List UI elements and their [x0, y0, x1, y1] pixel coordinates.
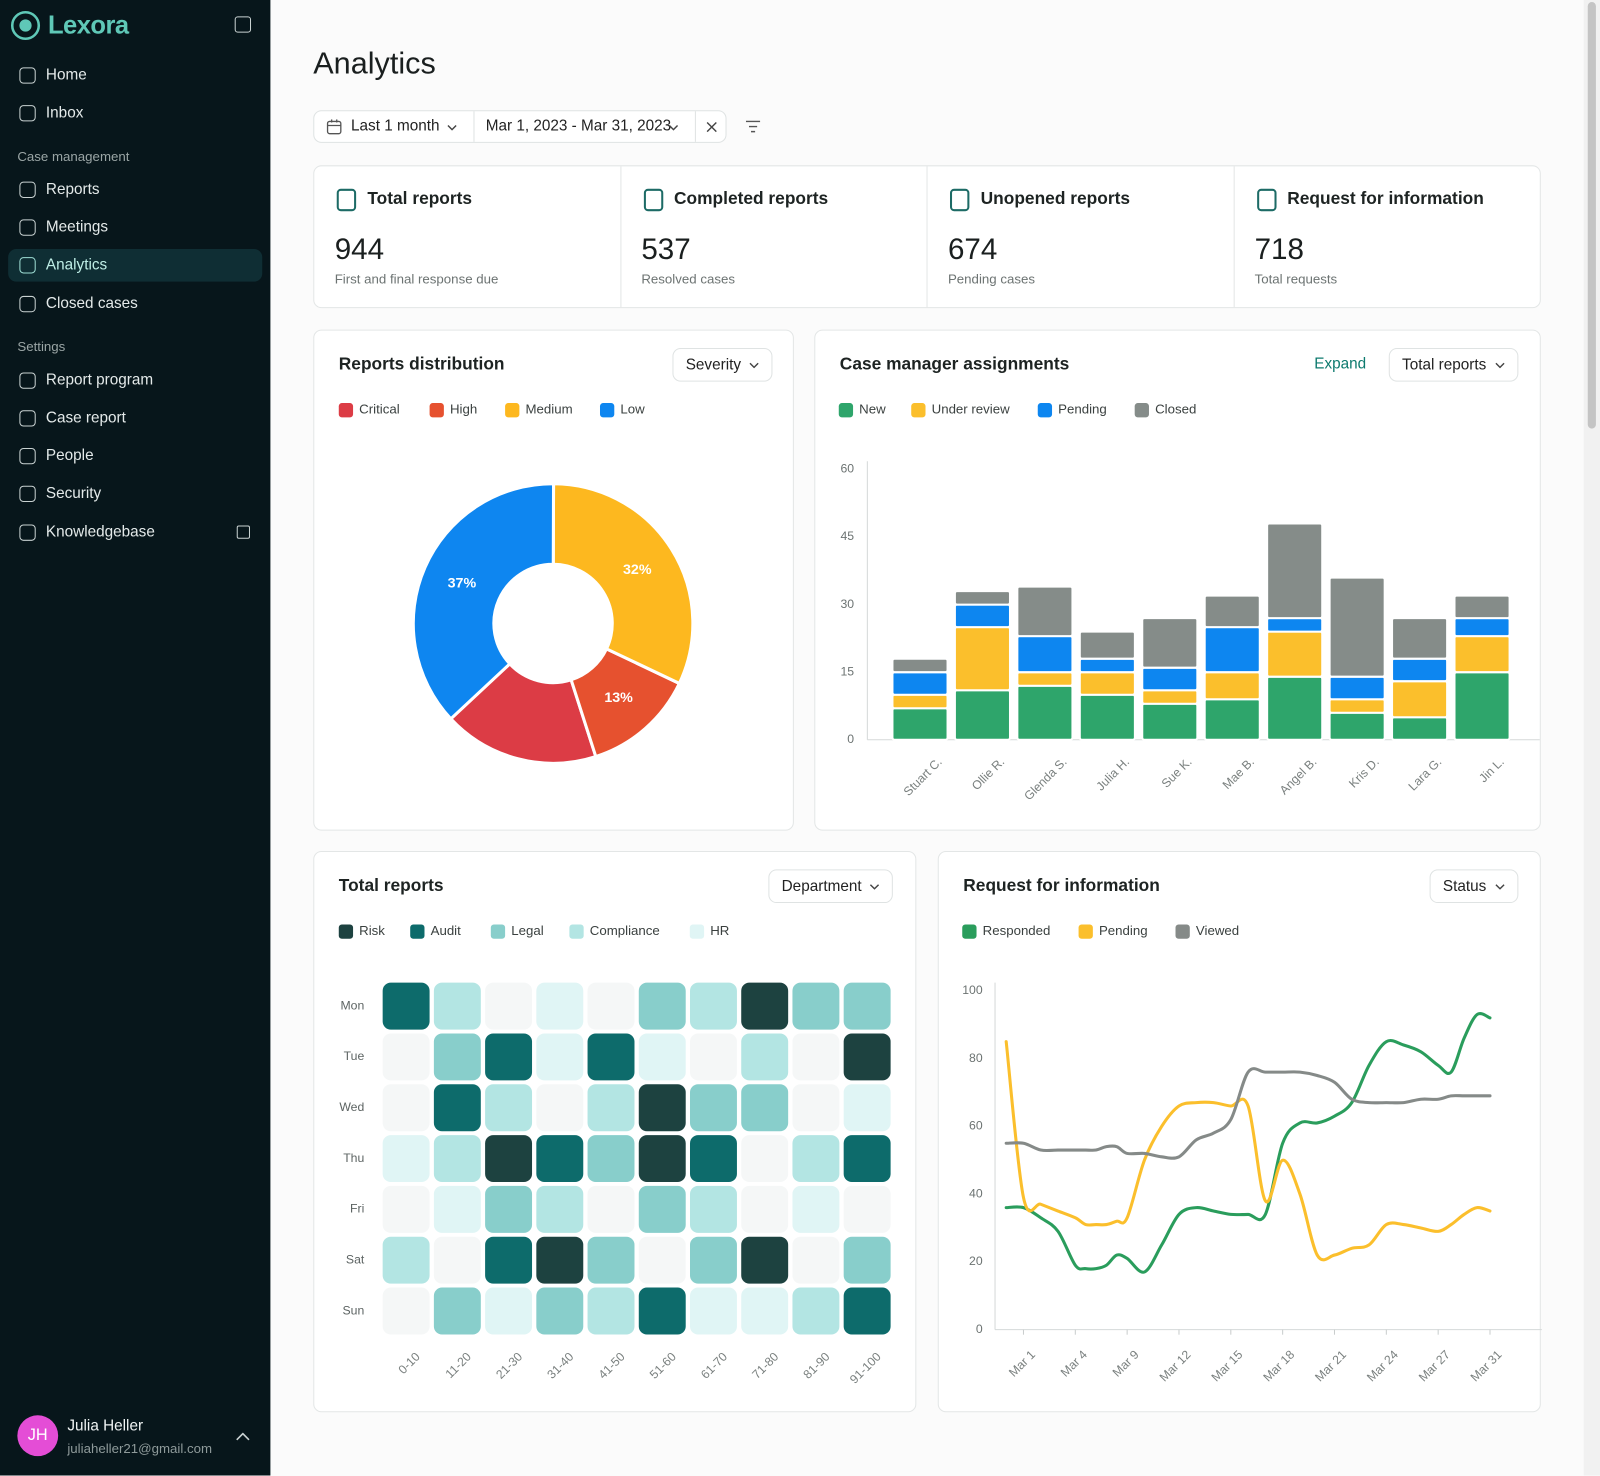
nav-icon — [19, 67, 36, 84]
nav-icon — [19, 524, 36, 541]
divider — [694, 111, 696, 142]
nav-item[interactable]: Inbox — [45, 104, 84, 122]
chevron — [1494, 883, 1505, 890]
nav-icon — [19, 219, 36, 236]
nav-icon — [19, 410, 36, 427]
chart-card: Request for information Status — [937, 851, 1541, 1413]
stat-caption: First and final response due — [334, 271, 499, 287]
sidebar: Lexora JH Julia Heller juliaheller21@gma… — [0, 0, 271, 1476]
dropdown-label: Department — [781, 877, 862, 895]
stat-icon — [1256, 188, 1277, 212]
nav-item[interactable]: Analytics — [45, 256, 108, 274]
expand-link[interactable]: Expand — [1314, 355, 1367, 373]
dropdown-label: Total reports — [1402, 356, 1487, 374]
stat-value: 718 — [1254, 233, 1304, 267]
avatar: JH — [17, 1415, 59, 1457]
stat-label: Completed reports — [673, 188, 829, 209]
collapse-button[interactable] — [234, 16, 252, 33]
nav-icon — [19, 485, 36, 503]
nav-item[interactable]: Meetings — [45, 218, 109, 236]
nav-item[interactable]: Security — [45, 484, 102, 503]
nav-item[interactable]: Home — [45, 66, 87, 84]
logo — [10, 10, 41, 41]
stat-label: Unopened reports — [980, 188, 1131, 209]
dropdown[interactable]: Total reports — [1388, 347, 1518, 382]
nav-icon — [19, 257, 36, 274]
chevron — [668, 125, 679, 131]
dropdown[interactable]: Status — [1429, 869, 1518, 904]
stat-value: 674 — [947, 233, 998, 267]
nav-item[interactable]: Reports — [45, 180, 100, 198]
stat-value: 537 — [641, 233, 691, 267]
active-highlight — [8, 248, 263, 282]
stat-label: Total reports — [367, 188, 473, 209]
chart-card: Reports distribution Severity — [313, 329, 794, 831]
divider — [619, 166, 621, 308]
stat-caption: Resolved cases — [641, 271, 735, 287]
nav-item[interactable]: Closed cases — [45, 294, 138, 313]
chart-title: Total reports — [338, 875, 444, 895]
scrollbar — [1583, 0, 1600, 1476]
filter-bar: Last 1 month Mar 1, 2023 - Mar 31, 2023 — [313, 110, 727, 143]
filter-icon[interactable] — [745, 120, 761, 133]
page-title: Analytics — [313, 46, 436, 81]
dropdown-label: Severity — [685, 356, 742, 374]
nav-item[interactable]: Knowledgebase — [45, 523, 155, 541]
user-name: Julia Heller — [67, 1417, 144, 1435]
chevron — [749, 362, 759, 368]
stat-caption: Pending cases — [947, 271, 1035, 287]
chevron — [870, 883, 880, 890]
chevron — [1494, 362, 1505, 368]
chart-card: Case manager assignments Expand Total re… — [814, 329, 1541, 831]
external-link-icon[interactable] — [236, 525, 250, 539]
nav-item[interactable]: People — [45, 446, 94, 465]
nav-icon — [19, 295, 36, 313]
dropdown-label: Status — [1442, 877, 1487, 895]
stat-icon — [336, 188, 357, 212]
chart-title: Reports distribution — [338, 354, 505, 374]
stat-icon — [949, 188, 970, 212]
nav-icon — [19, 181, 36, 198]
divider — [1233, 166, 1235, 308]
nav-icon — [19, 447, 36, 465]
chart-title: Request for information — [963, 875, 1160, 895]
stat-label: Request for information — [1287, 188, 1484, 209]
brand: Lexora — [47, 11, 129, 40]
divider — [473, 111, 475, 142]
stat-value: 944 — [334, 233, 385, 267]
nav-item[interactable]: Report program — [45, 371, 154, 389]
user-email: juliaheller21@gmail.com — [67, 1440, 213, 1457]
divider — [926, 166, 928, 308]
stat-caption: Total requests — [1254, 271, 1338, 287]
stat-icon — [643, 188, 663, 212]
calendar-icon — [326, 119, 342, 135]
nav-item[interactable]: Case report — [45, 409, 126, 427]
clear-button[interactable] — [706, 121, 717, 133]
chart-card: Total reports Department — [313, 851, 917, 1413]
section-title: Case management — [17, 148, 130, 165]
dropdown[interactable]: Department — [768, 869, 894, 904]
chart-title: Case manager assignments — [839, 354, 1070, 374]
chevron[interactable] — [236, 1432, 250, 1441]
nav-icon — [19, 372, 36, 389]
scrollbar-thumb[interactable] — [1587, 2, 1596, 429]
chevron — [447, 125, 457, 131]
dropdown[interactable]: Severity — [672, 347, 773, 382]
nav-icon — [19, 105, 36, 122]
section-title: Settings — [17, 338, 66, 355]
period-select[interactable]: Last 1 month — [351, 117, 440, 135]
date-range-select[interactable]: Mar 1, 2023 - Mar 31, 2023 — [485, 117, 672, 135]
